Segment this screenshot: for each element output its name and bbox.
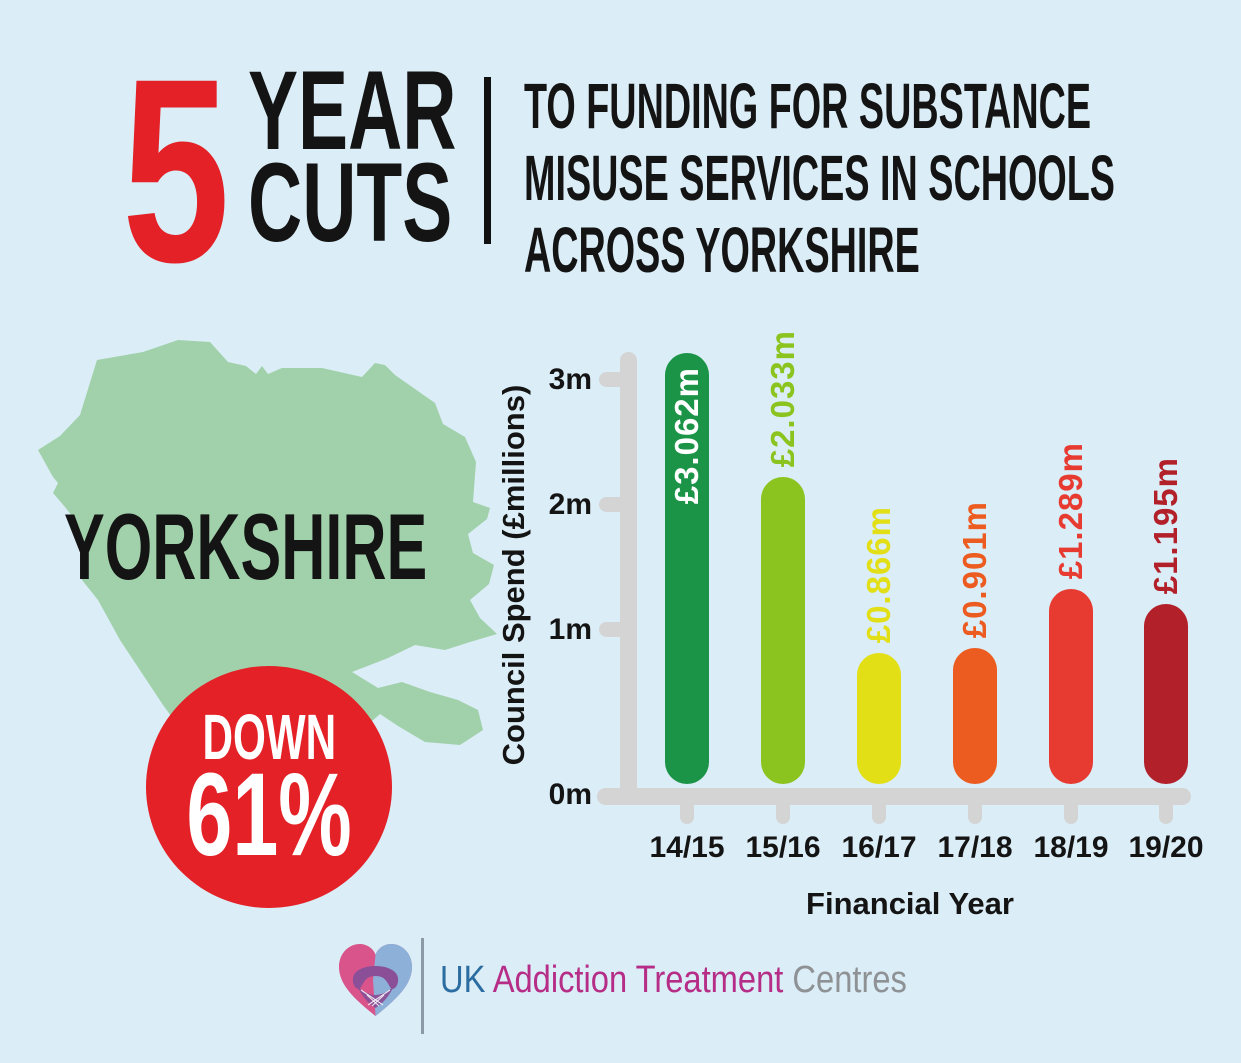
y-tick-label-1m: 1m	[548, 613, 592, 646]
brand-addiction-treatment: Addiction Treatment	[492, 959, 784, 1001]
badge-down-text: DOWN	[202, 701, 336, 773]
bar-value-label-16/17: £0.866m	[860, 506, 897, 644]
bar-value-label-19/20: £1.195m	[1147, 457, 1184, 595]
yorkshire-map	[38, 340, 497, 778]
x-category-label-14/15: 14/15	[649, 831, 725, 864]
brand-centres: Centres	[792, 959, 907, 1001]
bar-19/20	[1144, 604, 1188, 784]
x-category-label-19/20: 19/20	[1128, 831, 1204, 864]
y-axis-line	[620, 352, 637, 805]
down-61-badge: DOWN 61%	[146, 666, 392, 908]
y-tick-label-2m: 2m	[548, 488, 592, 521]
x-category-label-17/18: 17/18	[937, 831, 1013, 864]
headline-cuts: CUTS	[248, 140, 453, 265]
subtitle-line-2: MISUSE SERVICES IN SCHOOLS	[524, 142, 1115, 214]
x-category-label-16/17: 16/17	[841, 831, 917, 864]
yorkshire-map-shape	[38, 340, 497, 778]
y-tick-label-0m: 0m	[548, 778, 592, 811]
bar-value-label-17/18: £0.901m	[956, 501, 993, 639]
headline-subtitle: TO FUNDING FOR SUBSTANCE MISUSE SERVICES…	[524, 70, 1115, 286]
subtitle-line-3: ACROSS YORKSHIRE	[524, 214, 920, 286]
bar-value-label-18/19: £1.289m	[1052, 442, 1089, 580]
subtitle-line-1: TO FUNDING FOR SUBSTANCE	[524, 70, 1092, 142]
bar-15/16	[761, 477, 805, 784]
x-axis-title: Financial Year	[806, 886, 1014, 921]
logo-divider	[421, 938, 424, 1034]
ukat-logo-icon	[339, 944, 412, 1016]
x-axis-line	[597, 788, 1191, 805]
bar-16/17	[857, 653, 901, 784]
bar-17/18	[953, 648, 997, 784]
x-category-label-18/19: 18/19	[1033, 831, 1109, 864]
bar-14/15	[665, 353, 709, 784]
big-number-5: 5	[122, 24, 230, 317]
bar-value-label-15/16: £2.033m	[764, 330, 801, 468]
brand-wordmark: UK Addiction Treatment Centres	[440, 958, 907, 1002]
map-region-label: YORKSHIRE	[64, 494, 428, 599]
header-divider	[484, 77, 491, 244]
bar-18/19	[1049, 589, 1093, 784]
bar-value-label-14/15: £3.062m	[668, 367, 705, 505]
brand-uk: UK	[440, 959, 486, 1001]
x-category-label-15/16: 15/16	[745, 831, 821, 864]
y-tick-label-3m: 3m	[548, 363, 592, 396]
headline-year: YEAR	[248, 48, 457, 173]
badge-percent-text: 61%	[186, 749, 352, 881]
